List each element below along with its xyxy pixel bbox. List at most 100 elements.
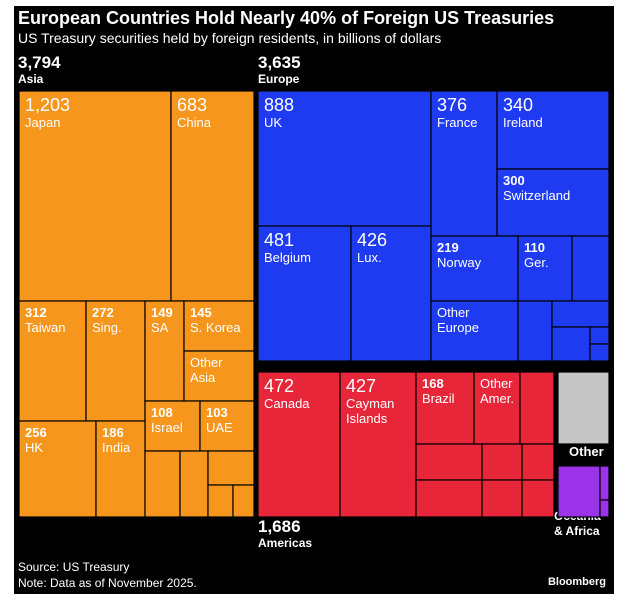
uae-value: 103 <box>206 405 228 420</box>
hk-value: 256 <box>25 425 47 440</box>
belgium-rect <box>257 225 352 362</box>
americas-name: Americas <box>258 536 312 550</box>
other-name: Other <box>569 444 604 459</box>
oceania-africa-rect-1 <box>557 465 601 518</box>
ger-label-1: Ger. <box>524 255 549 270</box>
sa-rect <box>144 300 185 402</box>
other-amer-label-1: Other <box>480 376 513 391</box>
india-value: 186 <box>102 425 124 440</box>
chart-subtitle: US Treasury securities held by foreign r… <box>18 30 442 46</box>
asia-small-cell-5 <box>232 484 255 518</box>
s-korea-value: 145 <box>190 305 212 320</box>
date-note: Note: Data as of November 2025. <box>18 576 197 590</box>
treemap-chart: 3,794Asia3,635Europe1,686AmericasOtherOc… <box>18 53 610 550</box>
norway-value: 219 <box>437 240 459 255</box>
switzerland-label-1: Switzerland <box>503 188 570 203</box>
cayman-islands-rect <box>339 371 417 518</box>
china-label-1: China <box>177 115 212 130</box>
europe-small-cell-1 <box>571 235 610 302</box>
americas-total: 1,686 <box>258 517 301 536</box>
oceania-africa-rect-3 <box>599 499 610 518</box>
s-korea-label-1: S. Korea <box>190 320 241 335</box>
sa-label-1: SA <box>151 320 169 335</box>
belgium-value: 481 <box>264 230 294 250</box>
europe-name: Europe <box>258 72 300 86</box>
japan-value: 1,203 <box>25 95 70 115</box>
lux-label-1: Lux. <box>357 250 382 265</box>
uae-rect <box>199 400 255 452</box>
taiwan-label-1: Taiwan <box>25 320 65 335</box>
source-note: Source: US Treasury <box>18 560 130 574</box>
asia-small-cell-2 <box>179 450 209 518</box>
switzerland-value: 300 <box>503 173 525 188</box>
japan-rect <box>18 90 172 302</box>
other-europe-label-2: Europe <box>437 320 479 335</box>
other-rect <box>557 371 610 445</box>
asia-total: 3,794 <box>18 53 61 72</box>
other-europe-rect <box>430 300 519 362</box>
americas-small-cell-4 <box>521 443 555 481</box>
other-asia-rect <box>183 350 255 402</box>
switzerland-rect <box>496 168 610 237</box>
cayman-islands-value: 427 <box>346 376 376 396</box>
americas-small-cell-5 <box>415 479 483 518</box>
other-europe-label-1: Other <box>437 305 470 320</box>
china-value: 683 <box>177 95 207 115</box>
uk-value: 888 <box>264 95 294 115</box>
oceania-africa-rect-2 <box>599 465 610 501</box>
belgium-label-1: Belgium <box>264 250 311 265</box>
japan-label-1: Japan <box>25 115 60 130</box>
europe-small-cell-5 <box>589 326 610 345</box>
asia-name: Asia <box>18 72 44 86</box>
israel-label-1: Israel <box>151 420 183 435</box>
sing-value: 272 <box>92 305 114 320</box>
europe-small-cell-2 <box>517 300 553 362</box>
lux-value: 426 <box>357 230 387 250</box>
brazil-label-1: Brazil <box>422 391 455 406</box>
france-value: 376 <box>437 95 467 115</box>
other-amer-label-2: Amer. <box>480 391 514 406</box>
israel-value: 108 <box>151 405 173 420</box>
other-asia-label-1: Other <box>190 355 223 370</box>
brand-logo: Bloomberg <box>547 576 606 588</box>
other-asia-label-2: Asia <box>190 370 216 385</box>
canada-value: 472 <box>264 376 294 396</box>
france-rect <box>430 90 498 237</box>
sing-label-1: Sing. <box>92 320 122 335</box>
hk-label-1: HK <box>25 440 43 455</box>
europe-small-cell-3 <box>551 300 610 328</box>
chart-title: European Countries Hold Nearly 40% of Fo… <box>18 8 555 28</box>
canada-rect <box>257 371 341 518</box>
india-label-1: India <box>102 440 131 455</box>
sing-rect <box>85 300 146 422</box>
uk-label-1: UK <box>264 115 282 130</box>
americas-small-cell-2 <box>415 443 483 481</box>
sa-value: 149 <box>151 305 173 320</box>
asia-small-cell-3 <box>207 450 255 486</box>
asia-small-cell-4 <box>207 484 234 518</box>
s-korea-rect <box>183 300 255 352</box>
europe-small-cell-4 <box>551 326 591 362</box>
americas-small-cell-3 <box>481 443 523 481</box>
europe-total: 3,635 <box>258 53 301 72</box>
ireland-rect <box>496 90 610 170</box>
ireland-label-1: Ireland <box>503 115 543 130</box>
lux-rect <box>350 225 432 362</box>
chart-frame: European Countries Hold Nearly 40% of Fo… <box>14 6 614 594</box>
ger-rect <box>517 235 573 302</box>
oceania-africa-name-2: & Africa <box>554 524 600 538</box>
norway-rect <box>430 235 519 302</box>
ireland-value: 340 <box>503 95 533 115</box>
americas-small-cell-7 <box>521 479 555 518</box>
europe-small-cell-6 <box>589 343 610 362</box>
canada-label-1: Canada <box>264 396 310 411</box>
brazil-value: 168 <box>422 376 444 391</box>
taiwan-rect <box>18 300 87 422</box>
americas-small-cell-1 <box>519 371 555 445</box>
taiwan-value: 312 <box>25 305 47 320</box>
india-rect <box>95 420 146 518</box>
ger-value: 110 <box>524 240 545 255</box>
norway-label-1: Norway <box>437 255 482 270</box>
france-label-1: France <box>437 115 477 130</box>
asia-small-cell-1 <box>144 450 181 518</box>
